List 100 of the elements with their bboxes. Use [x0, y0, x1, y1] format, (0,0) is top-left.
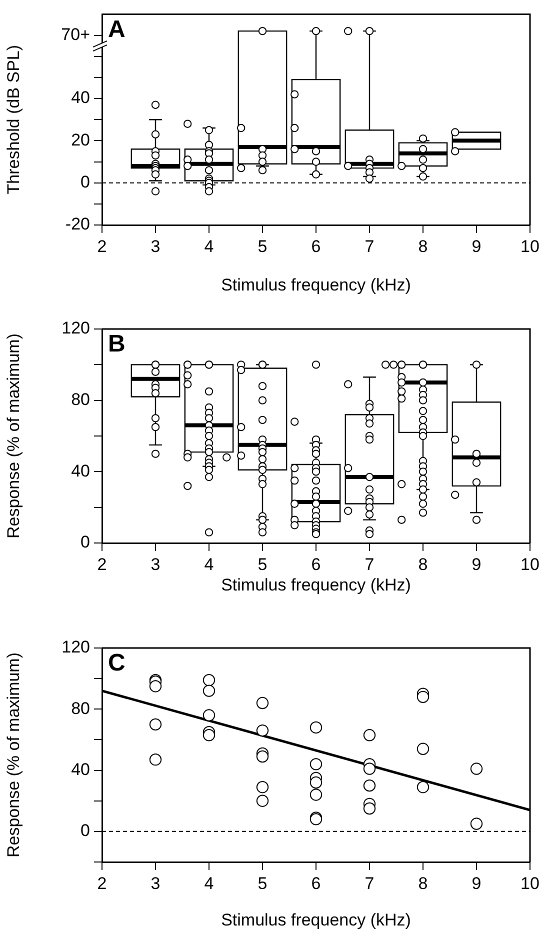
- point: [149, 680, 162, 692]
- point: [149, 718, 162, 731]
- point: [151, 130, 160, 138]
- point: [237, 164, 246, 172]
- x-tick-label: 10: [520, 236, 540, 256]
- x-tick-label: 9: [472, 554, 482, 574]
- y-axis-title: Response (% of maximum): [4, 652, 23, 858]
- x-tick-label: 2: [97, 236, 107, 256]
- point: [151, 187, 160, 196]
- point: [151, 151, 160, 160]
- point: [312, 170, 320, 179]
- point: [363, 779, 376, 792]
- y-tick-label: 20: [71, 130, 90, 150]
- point: [258, 158, 267, 166]
- x-tick-label: 7: [364, 236, 374, 256]
- y-tick-label: 0: [80, 532, 90, 552]
- y-axis-title: Threshold (dB SPL): [4, 44, 23, 194]
- point: [256, 750, 269, 763]
- point: [256, 724, 269, 737]
- chart-title: B: [108, 330, 126, 358]
- chart-title: C: [108, 650, 126, 677]
- point: [202, 674, 216, 686]
- x-tick-label: 8: [418, 236, 428, 256]
- x-tick-label: 10: [520, 554, 540, 574]
- point: [416, 781, 430, 794]
- x-tick-label: 3: [150, 236, 160, 256]
- point: [151, 170, 160, 179]
- point: [416, 690, 430, 704]
- point: [418, 164, 428, 172]
- point: [363, 802, 376, 815]
- chart-title: A: [108, 16, 126, 43]
- point: [202, 684, 216, 697]
- point: [310, 788, 322, 801]
- x-tick-label: 4: [204, 236, 214, 256]
- x-axis-title: Stimulus frequency (kHz): [221, 575, 411, 594]
- x-tick-label: 8: [418, 874, 428, 893]
- point: [418, 172, 428, 181]
- point: [365, 26, 374, 36]
- point: [184, 120, 192, 128]
- point: [204, 187, 214, 196]
- point: [256, 794, 269, 807]
- point: [290, 124, 299, 132]
- point: [184, 162, 192, 170]
- point: [418, 145, 428, 154]
- point: [290, 90, 299, 98]
- y-tick-label: 0: [80, 172, 90, 192]
- point: [151, 100, 160, 109]
- x-axis-title: Stimulus frequency (kHz): [221, 910, 411, 930]
- point: [344, 162, 352, 170]
- point: [363, 762, 376, 775]
- x-tick-label: 3: [150, 874, 160, 893]
- point: [363, 729, 376, 742]
- point: [312, 147, 320, 156]
- point: [256, 781, 269, 794]
- x-tick-label: 8: [418, 554, 428, 574]
- y-tick-label: 70+: [61, 24, 90, 44]
- x-tick-label: 2: [97, 874, 107, 893]
- point: [204, 126, 214, 134]
- x-tick-label: 9: [472, 874, 482, 893]
- y-tick-label: 40: [71, 760, 90, 779]
- y-tick-label: 40: [71, 88, 90, 108]
- x-tick-label: 4: [204, 874, 214, 893]
- point: [416, 742, 430, 755]
- point: [365, 174, 374, 183]
- x-axis-title: Stimulus frequency (kHz): [221, 275, 411, 294]
- point: [470, 818, 483, 830]
- point: [312, 26, 320, 36]
- x-tick-label: 5: [258, 554, 268, 574]
- x-tick-label: 5: [258, 874, 268, 893]
- point: [344, 26, 352, 36]
- x-tick-label: 6: [311, 236, 321, 256]
- y-tick-label: -20: [65, 214, 90, 234]
- point: [418, 134, 428, 143]
- x-tick-label: 10: [520, 874, 540, 893]
- y-tick-label: 120: [62, 638, 90, 657]
- x-tick-label: 5: [258, 236, 268, 256]
- x-tick-label: 6: [311, 874, 321, 893]
- point: [237, 124, 246, 132]
- point: [451, 128, 460, 136]
- y-tick-label: 120: [62, 318, 90, 338]
- point: [418, 156, 428, 164]
- x-tick-label: 4: [204, 554, 214, 574]
- x-tick-label: 7: [364, 554, 374, 574]
- point: [312, 158, 320, 166]
- point: [310, 721, 322, 734]
- x-tick-label: 7: [364, 874, 374, 893]
- point: [256, 696, 269, 710]
- x-tick-label: 2: [97, 554, 107, 574]
- point: [310, 776, 322, 789]
- point: [204, 156, 214, 164]
- point: [290, 145, 299, 154]
- y-tick-label: 80: [71, 390, 90, 410]
- y-axis-title: Response (% of maximum): [4, 333, 23, 539]
- point: [258, 26, 267, 36]
- point: [310, 758, 322, 770]
- x-tick-label: 3: [150, 554, 160, 574]
- x-tick-label: 6: [311, 554, 321, 574]
- point: [451, 147, 460, 156]
- point: [398, 162, 406, 170]
- y-tick-label: 80: [71, 698, 90, 718]
